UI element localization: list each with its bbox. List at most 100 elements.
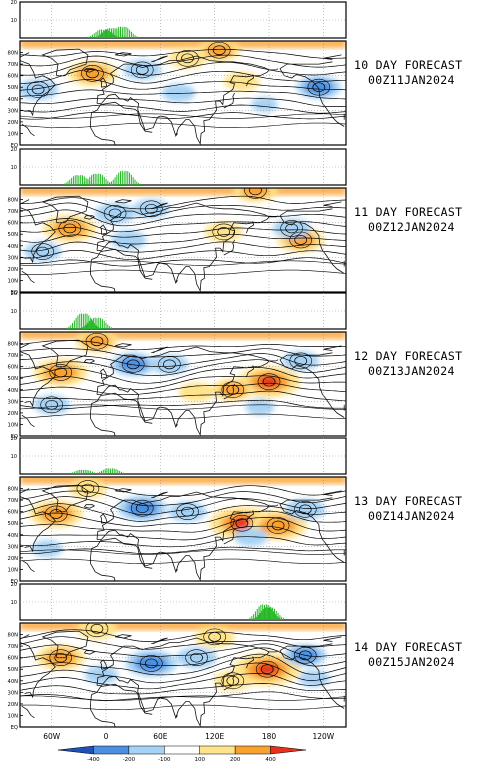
index-bar — [105, 322, 107, 329]
height-contour — [20, 195, 346, 210]
index-bar — [108, 30, 110, 38]
index-bar — [261, 610, 263, 620]
height-contour — [20, 546, 346, 555]
lat-tick-label: 70N — [8, 353, 19, 359]
lat-tick-label: 10N — [8, 567, 19, 573]
index-bar — [72, 323, 74, 329]
index-bar — [108, 468, 110, 474]
index-bar — [77, 470, 79, 474]
index-bar — [84, 469, 86, 474]
index-bar — [271, 608, 273, 620]
lat-tick-label: 60N — [8, 656, 19, 662]
valid-time: 00Z14JAN2024 — [368, 509, 455, 523]
anomaly-blob — [110, 230, 147, 250]
anomaly-blob — [76, 623, 117, 640]
colorbar-bin — [270, 745, 307, 755]
index-bar — [111, 33, 113, 38]
height-contour — [20, 517, 346, 533]
index-bar — [249, 617, 251, 620]
index-bar — [264, 607, 266, 620]
index-bar — [136, 36, 138, 38]
forecast-label: 10 DAY FORECAST 00Z11JAN2024 — [354, 58, 478, 88]
index-bar — [79, 313, 81, 329]
anomaly-blob — [213, 670, 252, 691]
index-ytick: 10 — [11, 309, 17, 315]
anomaly-blob — [69, 478, 107, 499]
index-bar — [121, 170, 123, 185]
index-bar — [132, 33, 134, 38]
index-bar — [96, 36, 98, 38]
lat-tick-label: EQ — [11, 434, 18, 440]
anomaly-blob — [31, 540, 63, 558]
colorbar: -400 -200 -100 100 200 400 — [57, 745, 307, 763]
index-bar — [81, 313, 83, 329]
index-bar — [110, 33, 112, 38]
index-bar — [103, 176, 105, 185]
height-contour — [20, 69, 346, 85]
anomaly-blob — [178, 382, 215, 402]
height-contour — [20, 647, 346, 667]
lon-tick-label: 120W — [312, 732, 334, 741]
index-bar — [273, 608, 275, 620]
index-bar — [89, 176, 91, 185]
colorbar-bin — [128, 745, 165, 755]
coastlines — [20, 484, 344, 581]
index-bar — [90, 470, 92, 474]
index-bar — [81, 327, 83, 329]
index-strip: 10 20 — [11, 436, 347, 475]
lat-tick-label: 70N — [8, 498, 19, 504]
lat-tick-label: 10N — [8, 422, 19, 428]
height-contour — [20, 79, 346, 91]
index-bar — [77, 315, 79, 329]
height-contour — [20, 629, 346, 642]
height-contour — [20, 367, 346, 384]
lon-tick-label: 180 — [262, 732, 277, 741]
index-bar — [130, 174, 132, 185]
index-bar — [75, 317, 77, 329]
index-bar — [263, 608, 265, 620]
index-bar — [95, 325, 97, 329]
lat-tick-label: 40N — [8, 533, 19, 539]
forecast-panel: 10 20 80N 70N 60N 50N 40N 30N 20N 10N EQ — [8, 0, 347, 149]
index-bar — [110, 181, 112, 185]
index-bar — [115, 469, 117, 474]
lat-tick-label: 50N — [8, 521, 19, 527]
index-bar — [106, 468, 108, 474]
index-bar — [96, 174, 98, 185]
index-bar — [97, 472, 99, 474]
index-bar — [92, 173, 94, 185]
anomaly-blob — [298, 669, 330, 687]
index-bar — [129, 172, 131, 185]
height-contour — [20, 48, 346, 59]
index-bar — [81, 469, 83, 474]
anomaly-blob — [95, 202, 136, 224]
index-bar — [81, 175, 83, 185]
index-bar — [107, 36, 109, 38]
index-bar — [270, 607, 272, 620]
lat-tick-label: 30N — [8, 544, 19, 550]
index-bar — [91, 175, 93, 185]
index-bar — [91, 320, 93, 329]
colorbar-tick-label: 400 — [265, 757, 276, 763]
index-ytick: 10 — [11, 18, 17, 24]
colorbar-tick-label: 200 — [230, 757, 241, 763]
forecast-panel: 10 20 80N 70N 60N 50N 40N 30N 20N 10N EQ — [8, 291, 347, 440]
anomaly-blob — [150, 354, 189, 375]
index-strip: 10 20 — [11, 147, 347, 186]
height-contour — [20, 636, 346, 650]
index-bar — [113, 34, 115, 38]
valid-time: 00Z13JAN2024 — [368, 364, 455, 378]
index-bar — [262, 604, 264, 620]
index-bar — [125, 170, 127, 185]
index-bar — [265, 604, 267, 620]
height-contour — [20, 683, 346, 695]
index-bar — [86, 469, 88, 474]
index-bar — [112, 31, 114, 38]
height-contour — [20, 496, 346, 516]
index-bar — [81, 183, 83, 185]
index-bar — [266, 607, 268, 620]
anomaly-blob — [204, 221, 243, 242]
index-bar — [96, 318, 98, 329]
lat-tick-label: 40N — [8, 97, 19, 103]
height-contour — [20, 390, 346, 402]
